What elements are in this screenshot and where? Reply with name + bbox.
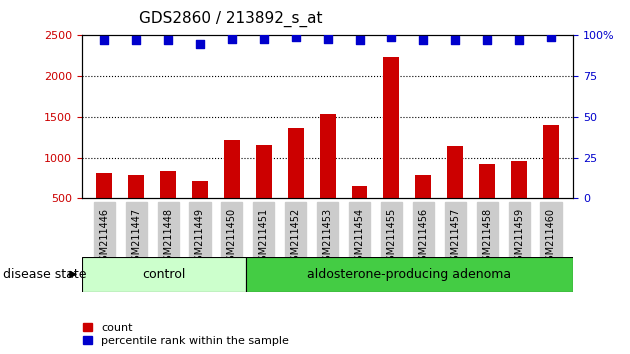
Legend: count, percentile rank within the sample: count, percentile rank within the sample	[81, 321, 291, 348]
Text: control: control	[142, 268, 185, 281]
Bar	[511, 161, 527, 239]
Bar	[246, 257, 573, 292]
Point	[195, 41, 205, 46]
Point	[131, 38, 141, 43]
Bar	[288, 128, 304, 239]
Point	[323, 36, 333, 41]
Bar	[160, 171, 176, 239]
Point	[99, 38, 109, 43]
Bar	[447, 146, 463, 239]
Point	[355, 38, 365, 43]
Point	[227, 36, 237, 41]
Point	[163, 38, 173, 43]
Bar	[256, 144, 272, 239]
Point	[259, 36, 269, 41]
Bar	[479, 164, 495, 239]
Point	[514, 38, 524, 43]
Bar	[384, 57, 399, 239]
Bar	[543, 125, 559, 239]
Point	[418, 38, 428, 43]
Bar	[82, 257, 246, 292]
Bar	[96, 173, 112, 239]
Point	[290, 34, 301, 40]
Point	[450, 38, 461, 43]
Bar	[192, 181, 208, 239]
Bar	[224, 139, 240, 239]
Bar	[352, 186, 367, 239]
Point	[386, 34, 396, 40]
Bar	[319, 114, 336, 239]
Text: aldosterone-producing adenoma: aldosterone-producing adenoma	[307, 268, 512, 281]
Bar	[128, 175, 144, 239]
Text: disease state: disease state	[3, 268, 87, 281]
Bar	[415, 175, 432, 239]
Text: GDS2860 / 213892_s_at: GDS2860 / 213892_s_at	[139, 11, 322, 27]
Point	[482, 38, 492, 43]
Point	[546, 34, 556, 40]
